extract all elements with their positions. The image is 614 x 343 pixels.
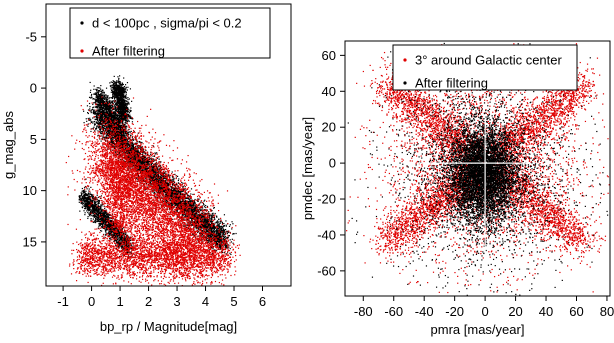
- cmd-point-sample: [203, 204, 204, 205]
- cmd-point-sample: [186, 189, 187, 190]
- cmd-point-sample: [137, 149, 138, 150]
- cmd-point-sample: [178, 178, 179, 179]
- cmd-point-sample: [230, 224, 231, 225]
- cmd-point-sample: [87, 105, 88, 106]
- cmd-point-sample: [90, 111, 91, 112]
- cmd-point-sample: [198, 201, 199, 202]
- cmd-point-sample: [172, 171, 173, 172]
- cmd-point-sample: [83, 122, 84, 123]
- cmd-point-sample: [215, 213, 216, 214]
- cmd-point-sample: [177, 176, 178, 177]
- cmd-point-sample: [141, 142, 142, 143]
- cmd-point-sample: [218, 222, 219, 223]
- cmd-point-sample: [232, 243, 233, 244]
- cmd-point-sample: [182, 183, 183, 184]
- cmd-point-sample: [174, 174, 175, 175]
- cmd-panel: -1 0 1 2 3 4 5 6-5051015 bp_rp / Magnitude[mag]…: [1, 4, 291, 334]
- cmd-point-sample: [90, 92, 91, 93]
- cmd-point-sample: [198, 229, 199, 230]
- cmd-point-sample: [178, 183, 179, 184]
- cmd-point-sample: [192, 194, 193, 195]
- cmd-point-sample: [225, 229, 226, 230]
- cmd-point-sample: [224, 214, 225, 215]
- cmd-scatter-points: [66, 75, 241, 286]
- cmd-point-sample: [208, 211, 209, 212]
- cmd-point-sample: [190, 193, 191, 194]
- cmd-point-sample: [225, 220, 226, 221]
- cmd-point-sample: [205, 205, 206, 206]
- cmd-point-sample: [208, 240, 209, 241]
- cmd-point-sample: [216, 250, 217, 251]
- cmd-point-sample: [232, 239, 233, 240]
- cmd-point-sample: [94, 85, 95, 86]
- cmd-point-sample: [152, 156, 153, 157]
- cmd-point-sample: [181, 182, 182, 183]
- cmd-point-sample: [88, 118, 89, 119]
- cmd-point-sample: [140, 162, 141, 163]
